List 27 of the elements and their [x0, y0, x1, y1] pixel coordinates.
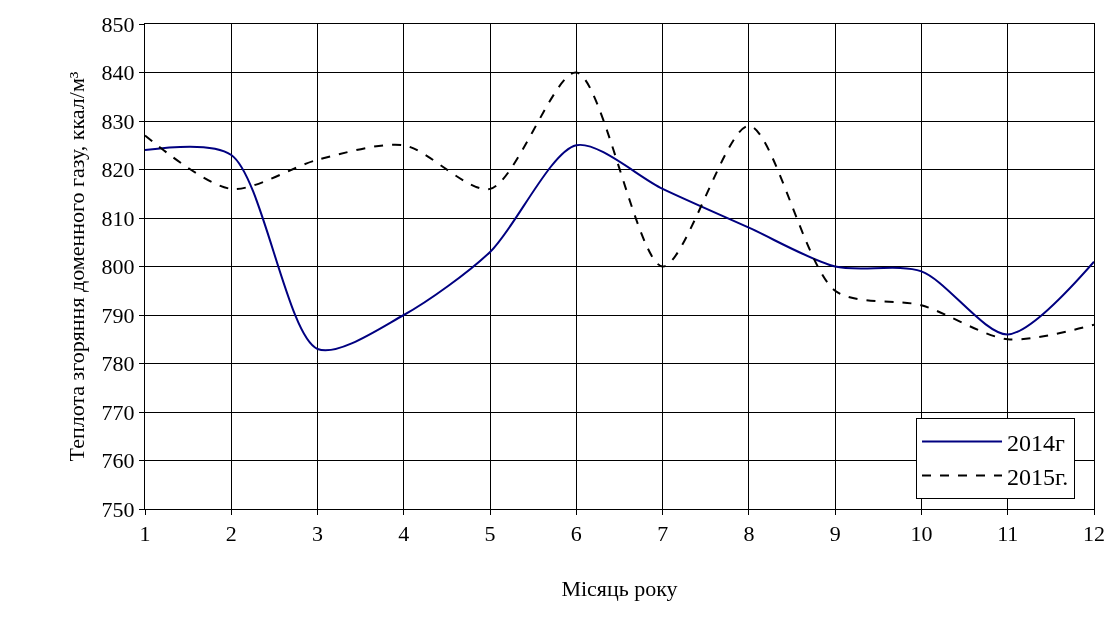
x-tick-label: 12 — [1083, 521, 1105, 547]
y-tick-label: 780 — [101, 351, 135, 377]
x-tick-label: 6 — [570, 521, 582, 547]
y-tick-label: 800 — [101, 254, 135, 280]
x-axis-title: Місяць року — [561, 576, 678, 602]
x-tick-label: 3 — [312, 521, 324, 547]
x-tick-label: 11 — [997, 521, 1019, 547]
y-tick-label: 760 — [101, 448, 135, 474]
x-tick-label: 1 — [139, 521, 151, 547]
y-tick-label: 850 — [101, 11, 135, 37]
y-tick-label: 770 — [101, 399, 135, 425]
x-tick-label: 2 — [225, 521, 237, 547]
legend-label: 2015г. — [1007, 463, 1069, 490]
y-tick-label: 790 — [101, 302, 135, 328]
y-tick-label: 810 — [101, 205, 135, 231]
y-tick-label: 830 — [101, 108, 135, 134]
x-tick-label: 7 — [657, 521, 669, 547]
y-tick-label: 750 — [101, 496, 135, 522]
y-axis-title: Теплота згоряння доменного газу, ккал/м³ — [64, 71, 90, 462]
x-tick-label: 9 — [829, 521, 841, 547]
x-tick-label: 8 — [743, 521, 755, 547]
x-tick-label: 10 — [910, 521, 933, 547]
x-tick-label: 4 — [398, 521, 410, 547]
x-tick-label: 5 — [484, 521, 496, 547]
y-tick-label: 820 — [101, 157, 135, 183]
legend-label: 2014г — [1007, 429, 1066, 456]
y-tick-label: 840 — [101, 60, 135, 86]
